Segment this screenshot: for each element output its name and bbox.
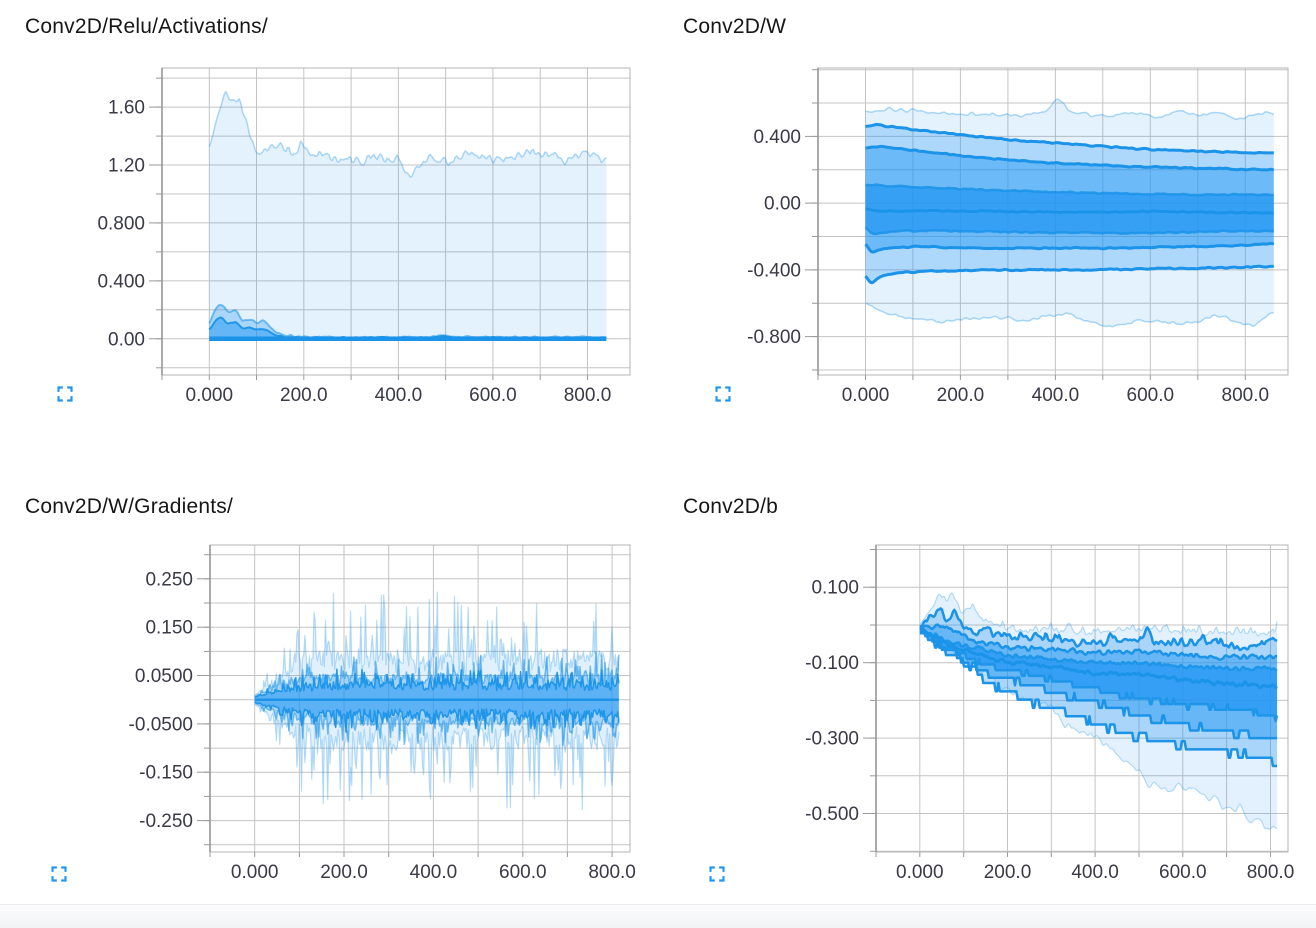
distribution-chart-activations: 0.000 200.0 400.0 600.0 800.0 1.60 1.20 0.800 0.… [97, 67, 631, 406]
bottom-panel-edge [0, 904, 1316, 928]
axis-labels: 0.000 200.0 400.0 600.0 800.0 0.100 -0.100 -0.3… [805, 578, 1294, 883]
axis-labels: 0.000 200.0 400.0 600.0 800.0 1.60 1.20 0.800 0.… [97, 98, 611, 406]
x-tick-label: 600.0 [469, 385, 517, 406]
y-tick-label: 0.150 [145, 618, 193, 639]
x-tick-label: 0.000 [842, 385, 890, 406]
x-tick-label: 400.0 [1032, 385, 1080, 406]
axis-labels: 0.000 200.0 400.0 600.0 800.0 0.400 0.00 -0.400… [747, 127, 1269, 406]
y-tick-label: -0.150 [139, 763, 193, 784]
y-tick-label: 0.800 [97, 213, 145, 234]
percentile-bands [208, 90, 607, 342]
y-tick-label: -0.400 [747, 260, 801, 281]
axis-ticks [805, 69, 1246, 380]
x-tick-label: 800.0 [1247, 862, 1295, 883]
x-tick-label: 600.0 [1159, 862, 1207, 883]
percentile-bands [254, 591, 620, 811]
percentile-bands [864, 98, 1275, 328]
expand-chart-button[interactable] [52, 381, 78, 407]
fullscreen-icon [57, 386, 73, 402]
x-tick-label: 0.000 [231, 862, 279, 883]
expand-chart-button[interactable] [704, 861, 730, 887]
distribution-chart-weights: 0.000 200.0 400.0 600.0 800.0 0.400 0.00 -0.400… [747, 67, 1289, 406]
x-tick-label: 400.0 [410, 862, 458, 883]
chart-panel-activations: Conv2D/Relu/Activations/ 0.000 200.0 400.0… [0, 0, 658, 464]
y-tick-label: -0.800 [747, 327, 801, 348]
expand-chart-button[interactable] [710, 381, 736, 407]
y-tick-label: 1.20 [108, 156, 145, 177]
chart-title: Conv2D/b [683, 495, 778, 518]
x-tick-label: 0.000 [896, 862, 944, 883]
chart-panel-bias: Conv2D/b 0.000 200.0 400.0 600.0 800.0 0.100 -… [658, 464, 1316, 928]
y-tick-label: 0.250 [145, 569, 193, 590]
distribution-chart-bias: 0.000 200.0 400.0 600.0 800.0 0.100 -0.100 -0.3… [805, 544, 1294, 883]
x-tick-label: 200.0 [984, 862, 1032, 883]
y-tick-label: -0.100 [805, 653, 859, 674]
y-tick-label: 0.400 [753, 127, 801, 148]
chart-panel-gradients: Conv2D/W/Gradients/ 0.000 200.0 400.0 600.0… [0, 464, 658, 928]
x-tick-label: 400.0 [375, 385, 423, 406]
y-tick-label: 0.400 [97, 271, 145, 292]
x-tick-label: 0.000 [186, 385, 234, 406]
x-tick-label: 800.0 [588, 862, 636, 883]
x-tick-label: 400.0 [1071, 862, 1119, 883]
expand-chart-button[interactable] [46, 861, 72, 887]
y-tick-label: 0.00 [764, 194, 801, 215]
percentile-bands [919, 592, 1279, 830]
axis-labels: 0.000 200.0 400.0 600.0 800.0 0.250 0.150 0.050… [129, 569, 636, 883]
chart-title: Conv2D/Relu/Activations/ [25, 15, 268, 38]
x-tick-label: 600.0 [499, 862, 547, 883]
distribution-chart-gradients: 0.000 200.0 400.0 600.0 800.0 0.250 0.150 0.050… [129, 544, 636, 883]
y-tick-label: 0.100 [811, 578, 859, 599]
fullscreen-icon [709, 866, 725, 882]
axis-ticks [149, 77, 588, 380]
x-tick-label: 200.0 [320, 862, 368, 883]
x-tick-label: 200.0 [937, 385, 985, 406]
chart-title: Conv2D/W [683, 15, 787, 38]
chart-title: Conv2D/W/Gradients/ [25, 495, 234, 518]
fullscreen-icon [51, 866, 67, 882]
x-tick-label: 800.0 [1222, 385, 1270, 406]
y-tick-label: -0.300 [805, 729, 859, 750]
y-tick-label: 1.60 [108, 98, 145, 119]
median-line [865, 207, 1274, 215]
x-tick-label: 200.0 [280, 385, 328, 406]
x-tick-label: 800.0 [564, 385, 612, 406]
y-tick-label: 0.0500 [135, 666, 193, 687]
axis-ticks [863, 549, 1271, 857]
axis-ticks [197, 554, 613, 857]
y-tick-label: -0.500 [805, 804, 859, 825]
fullscreen-icon [715, 386, 731, 402]
y-tick-label: 0.00 [108, 329, 145, 350]
y-tick-label: -0.250 [139, 811, 193, 832]
median-line [919, 626, 1278, 690]
chart-panel-weights: Conv2D/W 0.000 200.0 400.0 600.0 800.0 0.400 0… [658, 0, 1316, 464]
x-tick-label: 600.0 [1127, 385, 1175, 406]
y-tick-label: -0.0500 [129, 714, 193, 735]
